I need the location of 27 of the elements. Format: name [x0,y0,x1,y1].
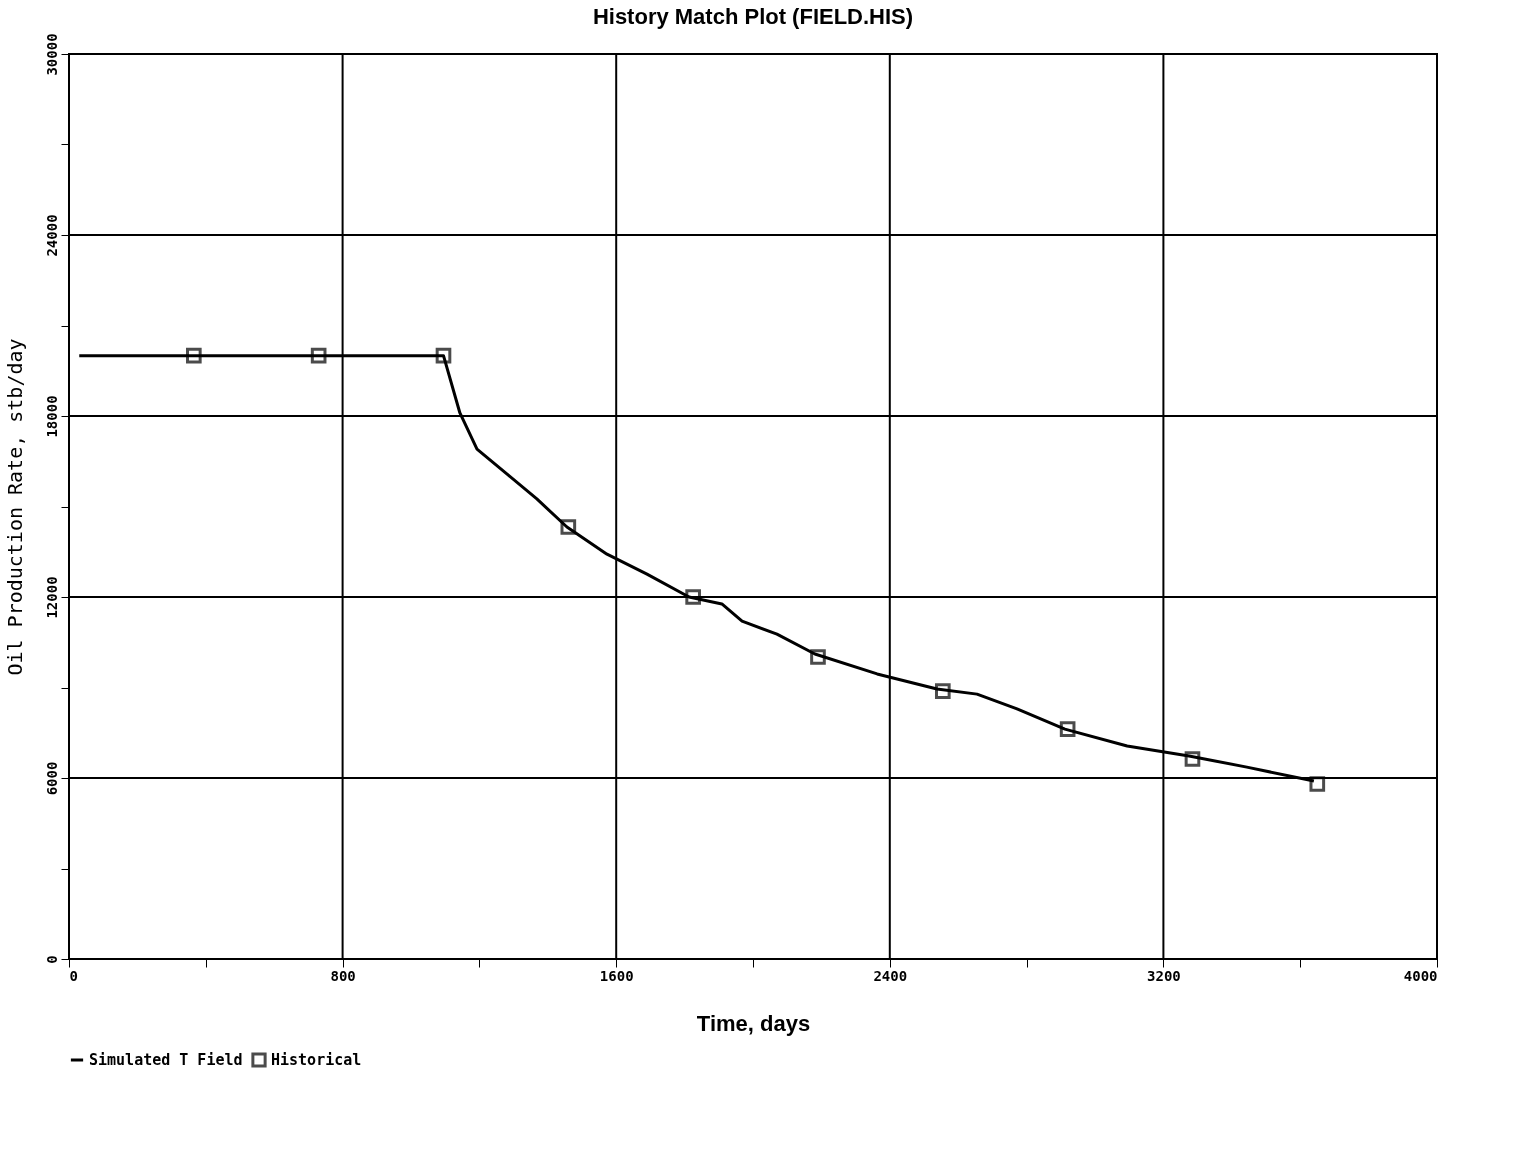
point [1059,721,1076,737]
point [810,649,826,665]
x-tick-label: 0 [69,967,78,984]
point [1184,751,1201,767]
point [934,683,951,699]
point [560,519,577,535]
y-tick-label: 12000 [43,576,60,619]
x-tick-label: 800 [330,967,356,984]
y-tick-label: 6000 [43,761,60,796]
y-tick-label: 30000 [43,33,60,76]
chart-title: History Match Plot (FIELD.HIS) [592,3,914,29]
point [685,589,701,605]
y-tick-label: 24000 [43,214,60,257]
y-tick-label: 18000 [43,395,60,438]
y-axis-title: Oil Production Rate, stb/day [2,338,27,676]
point [310,347,327,364]
point [186,347,202,364]
x-tick-label: 4000 [1403,967,1438,984]
point [435,347,452,364]
point [1309,776,1326,792]
y-tick-label: 0 [43,955,60,964]
x-tick-label: 3200 [1147,967,1181,984]
legend-label: Historical [271,1051,362,1069]
legend-label: Simulated T Field [89,1051,243,1069]
x-tick-label: 1600 [599,967,634,984]
x-tick-label: 2400 [873,967,908,984]
x-axis-title: Time, days [696,1010,811,1036]
